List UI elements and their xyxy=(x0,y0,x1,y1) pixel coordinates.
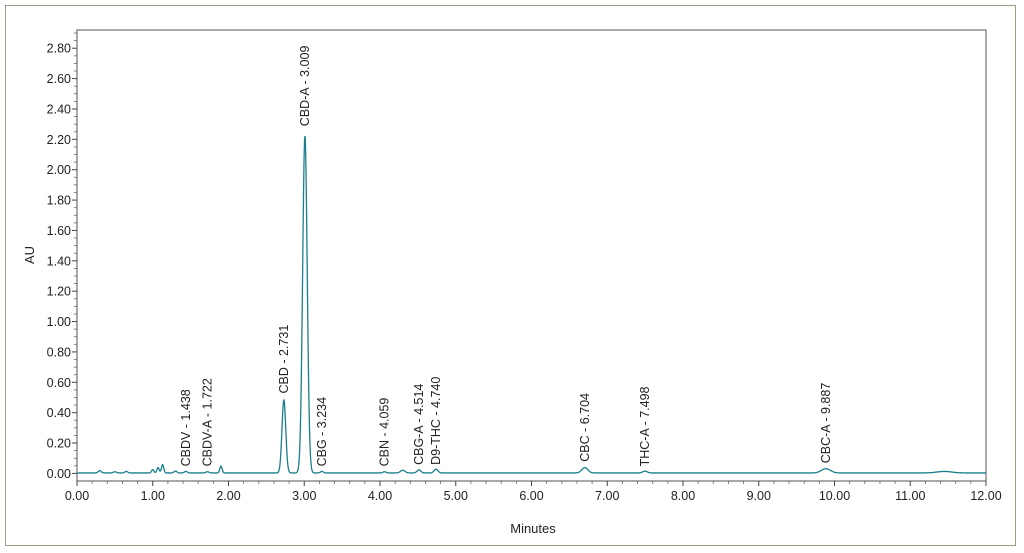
peak-label: D9-THC - 4.740 xyxy=(429,377,443,465)
peak-label: CBN - 4.059 xyxy=(378,398,392,467)
x-tick-label: 1.00 xyxy=(141,489,165,503)
y-tick-label: 2.00 xyxy=(47,163,71,177)
chromatogram-chart: 0.00 0.20 0.40 0.60 0.80 1.00 1.20 1.40 1.60 1.80… xyxy=(22,29,1002,536)
y-tick-label: 2.40 xyxy=(47,102,71,116)
peak-label: CBDV - 1.438 xyxy=(179,389,193,466)
y-tick-label: 2.80 xyxy=(47,42,71,56)
peak-label: CBG-A - 4.514 xyxy=(412,384,426,465)
x-tick-label: 8.00 xyxy=(671,489,695,503)
x-tick-label: 5.00 xyxy=(444,489,468,503)
y-tick-label: 1.00 xyxy=(47,315,71,329)
y-axis-title: AU xyxy=(22,246,37,264)
y-tick-label: 0.60 xyxy=(47,376,71,390)
chromatogram-trace xyxy=(77,135,986,474)
x-tick-label: 0.00 xyxy=(65,489,89,503)
x-tick-label: 11.00 xyxy=(895,489,925,503)
peak-label: CBC - 6.704 xyxy=(578,393,592,462)
y-tick-label: 0.20 xyxy=(47,437,71,451)
y-tick-label: 2.20 xyxy=(47,133,71,147)
y-tick-label: 0.40 xyxy=(47,406,71,420)
y-tick-label: 0.80 xyxy=(47,345,71,359)
peak-label: CBD - 2.731 xyxy=(277,325,291,394)
x-tick-label: 6.00 xyxy=(519,489,543,503)
x-tick-label: 4.00 xyxy=(368,489,392,503)
y-tick-label: 0.00 xyxy=(47,467,71,481)
peak-label: THC-A - 7.498 xyxy=(638,386,652,466)
x-tick-label: 12.00 xyxy=(970,489,1001,503)
y-tick-label: 1.40 xyxy=(47,254,71,268)
x-tick-label: 9.00 xyxy=(747,489,771,503)
y-tick-label: 1.80 xyxy=(47,194,71,208)
peak-label: CBC-A - 9.887 xyxy=(819,383,833,464)
peak-label: CBDV-A - 1.722 xyxy=(200,378,214,466)
peak-label: CBD-A - 3.009 xyxy=(298,46,312,127)
y-tick-label: 1.60 xyxy=(47,224,71,238)
y-tick-label: 2.60 xyxy=(47,72,71,86)
x-tick-label: 7.00 xyxy=(595,489,619,503)
y-tick-label: 1.20 xyxy=(47,285,71,299)
chart-frame: 0.00 0.20 0.40 0.60 0.80 1.00 1.20 1.40 1.60 1.80… xyxy=(5,5,1016,546)
x-axis-title: Minutes xyxy=(510,521,556,536)
peak-label: CBG - 3.234 xyxy=(315,397,329,467)
x-tick-label: 2.00 xyxy=(216,489,240,503)
x-tick-label: 3.00 xyxy=(292,489,316,503)
x-tick-label: 10.00 xyxy=(819,489,850,503)
